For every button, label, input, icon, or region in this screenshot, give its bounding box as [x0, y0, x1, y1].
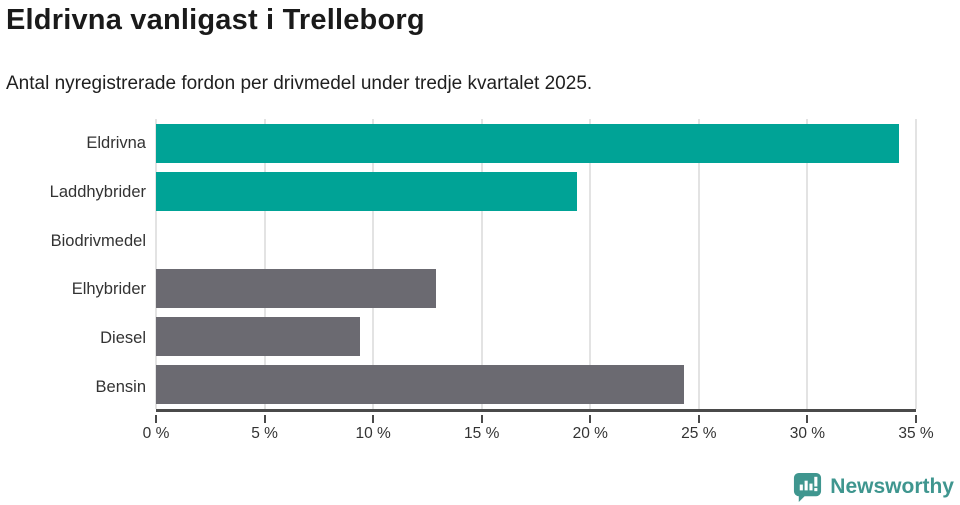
- gridline-15: [480, 119, 483, 409]
- brand-footer: Newsworthy: [792, 471, 954, 502]
- x-tick-label-0: 0 %: [142, 425, 170, 442]
- plot-area: [155, 119, 917, 412]
- chart-title: Eldrivna vanligast i Trelleborg: [6, 4, 425, 36]
- y-label-bensin: Bensin: [95, 378, 146, 397]
- x-tick-label-15: 15 %: [464, 425, 500, 442]
- x-tick-mark-5: [263, 415, 266, 423]
- chart-subtitle: Antal nyregistrerade fordon per drivmede…: [6, 73, 593, 94]
- x-tick-mark-10: [372, 415, 375, 423]
- bar-diesel: [156, 316, 361, 356]
- bar-rows: [156, 119, 916, 409]
- bar-row-diesel: [156, 312, 916, 360]
- bar-row-eldrivna: [156, 119, 916, 167]
- bar-bensin: [156, 365, 684, 405]
- gridline-35: [915, 119, 917, 409]
- bar-eldrivna: [156, 123, 899, 163]
- x-tick-mark-15: [480, 415, 483, 423]
- y-axis-labels: Eldrivna Laddhybrider Biodrivmedel Elhybrid…: [0, 119, 146, 412]
- gridline-30: [806, 119, 809, 409]
- gridline-5: [263, 119, 266, 409]
- bar-row-laddhybrider: [156, 167, 916, 215]
- x-tick-mark-20: [589, 415, 592, 423]
- newsworthy-logo-icon: [794, 472, 822, 502]
- y-label-diesel: Diesel: [100, 329, 146, 348]
- x-tick-mark-35: [915, 415, 917, 423]
- x-axis: 0 % 5 % 10 % 15 % 20 % 25 % 30 % 35 %: [143, 412, 934, 457]
- bar-row-elhybrider: [156, 264, 916, 312]
- brand-name: Newsworthy: [830, 474, 954, 498]
- x-tick-mark-0: [155, 415, 157, 423]
- bar-row-biodrivmedel: [156, 216, 916, 264]
- gridline-10: [372, 119, 375, 409]
- y-label-eldrivna: Eldrivna: [86, 133, 146, 152]
- bar-laddhybrider: [156, 171, 578, 211]
- y-label-elhybrider: Elhybrider: [71, 280, 146, 299]
- x-tick-label-20: 20 %: [572, 425, 608, 442]
- x-tick-label-25: 25 %: [681, 425, 717, 442]
- gridline-0: [155, 119, 157, 409]
- x-tick-label-30: 30 %: [789, 425, 826, 442]
- x-tick-label-5: 5 %: [251, 425, 278, 442]
- x-tick-mark-25: [697, 415, 700, 423]
- x-tick-label-10: 10 %: [355, 425, 391, 442]
- y-label-laddhybrider: Laddhybrider: [49, 182, 146, 201]
- gridline-25: [697, 119, 700, 409]
- x-tick-label-35: 35 %: [898, 425, 934, 442]
- bar-row-bensin: [156, 361, 916, 409]
- x-tick-mark-30: [806, 415, 809, 423]
- y-label-biodrivmedel: Biodrivmedel: [50, 231, 146, 250]
- bar-elhybrider: [156, 268, 437, 308]
- gridline-20: [589, 119, 592, 409]
